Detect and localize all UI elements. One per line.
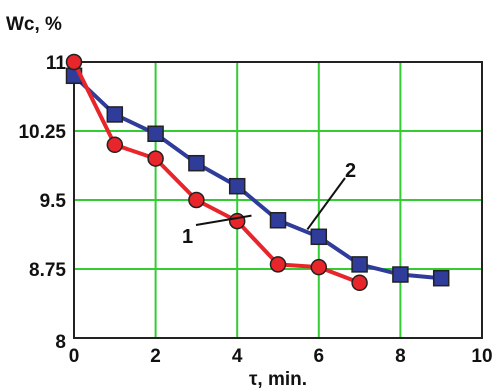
series xyxy=(65,53,450,292)
x-tick-label: 10 xyxy=(471,346,492,367)
annotation-label-2: 2 xyxy=(345,160,356,182)
annotation-label-1: 1 xyxy=(182,226,193,248)
series-line-1 xyxy=(72,61,361,285)
annotation-leader-2 xyxy=(306,177,346,231)
series-1 xyxy=(65,53,368,292)
y-tick-label: 9.5 xyxy=(40,191,67,212)
data-point xyxy=(310,228,328,246)
data-point xyxy=(351,274,368,292)
tick-labels: 0 2 4 6 8 10 8 8.75 9.5 10.25 11 xyxy=(18,53,492,367)
series-2 xyxy=(65,67,450,287)
x-tick-label: 0 xyxy=(69,346,80,367)
y-tick-label: 8 xyxy=(55,332,66,353)
x-tick-label: 6 xyxy=(314,346,325,367)
data-point xyxy=(147,150,164,167)
data-point xyxy=(392,266,409,283)
data-point xyxy=(106,136,124,154)
x-tick-label: 8 xyxy=(395,346,406,367)
data-point xyxy=(269,211,287,229)
x-axis-label: τ, min. xyxy=(249,369,307,390)
annotations: 12 xyxy=(182,160,356,248)
plot-frame xyxy=(73,61,483,339)
x-tick-label: 2 xyxy=(150,346,161,367)
data-point xyxy=(351,256,368,273)
data-point xyxy=(188,154,205,172)
y-axis-label: Wc, % xyxy=(6,14,62,35)
data-point xyxy=(106,106,124,123)
grid xyxy=(73,61,483,339)
x-tick-label: 4 xyxy=(232,346,243,367)
data-point xyxy=(188,191,205,209)
data-point xyxy=(228,212,246,230)
data-point xyxy=(310,258,328,276)
y-tick-label: 10.25 xyxy=(18,122,66,143)
data-point xyxy=(228,177,246,195)
annotation-leader-1 xyxy=(195,214,252,226)
y-tick-label: 8.75 xyxy=(29,260,66,281)
y-tick-label: 11 xyxy=(46,53,67,74)
data-point xyxy=(65,53,83,71)
data-point xyxy=(432,269,450,287)
series-line-2 xyxy=(72,74,442,281)
data-point xyxy=(269,256,287,273)
data-point xyxy=(147,125,164,143)
